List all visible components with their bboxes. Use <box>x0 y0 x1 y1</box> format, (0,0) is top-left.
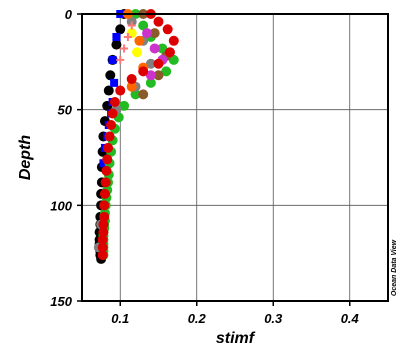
data-point-8-13 <box>103 142 114 153</box>
plot-frame <box>81 13 389 302</box>
data-point-8-22 <box>97 234 108 245</box>
data-point-6-0 <box>142 28 153 39</box>
data-point-8-11 <box>106 119 117 130</box>
data-point-8-10 <box>107 108 118 119</box>
data-point-8-17 <box>99 188 110 199</box>
data-point-0-2 <box>111 39 122 50</box>
data-point-8-1 <box>153 16 164 27</box>
x-tick-label-3: 0.4 <box>341 311 360 326</box>
data-point-0-1 <box>115 24 126 35</box>
data-point-9-3 <box>116 55 125 64</box>
y-axis-label: Depth <box>17 135 34 181</box>
data-point-8-6 <box>138 66 149 77</box>
data-point-8-3 <box>168 35 179 46</box>
data-point-6-1 <box>149 43 160 54</box>
x-axis-label: stimf <box>216 330 256 347</box>
data-point-1-9 <box>99 159 108 168</box>
data-point-2-7 <box>130 89 141 100</box>
data-point-7-1 <box>132 47 143 58</box>
data-point-8-19 <box>99 211 110 222</box>
data-point-2-1 <box>138 20 149 31</box>
data-point-8-24 <box>97 250 108 261</box>
series-6 <box>142 28 168 81</box>
data-point-5-3 <box>126 81 137 92</box>
odv-watermark: Ocean Data View <box>391 239 398 296</box>
x-tick-label-2: 0.3 <box>264 311 283 326</box>
data-point-8-20 <box>98 219 109 230</box>
data-point-8-12 <box>104 131 115 142</box>
data-point-9-2 <box>120 44 129 53</box>
data-point-2-6 <box>145 77 156 88</box>
data-point-8-14 <box>102 154 113 165</box>
x-tick-label-1: 0.2 <box>188 311 207 326</box>
data-point-8-9 <box>109 97 120 108</box>
data-point-8-2 <box>162 24 173 35</box>
series-8 <box>97 9 179 261</box>
data-point-9-1 <box>123 32 132 41</box>
data-point-2-5 <box>161 66 172 77</box>
data-point-3-1 <box>149 28 160 39</box>
data-point-7-0 <box>126 28 137 39</box>
data-point-2-4 <box>168 54 179 65</box>
data-point-4-2 <box>145 58 156 69</box>
data-point-9-0 <box>127 21 136 30</box>
data-point-0-4 <box>105 70 116 81</box>
data-point-8-7 <box>126 74 137 85</box>
data-point-1-1 <box>112 32 121 41</box>
tick-labels: 0.1 0.2 0.3 0.4 0 50 100 150 <box>50 7 359 326</box>
data-point-8-5 <box>153 58 164 69</box>
series-7 <box>126 28 143 58</box>
data-point-6-3 <box>145 70 156 81</box>
data-point-1-2 <box>108 55 117 64</box>
data-point-3-3 <box>153 70 164 81</box>
data-point-2-8 <box>119 100 130 111</box>
x-tick-label-0: 0.1 <box>111 311 129 326</box>
data-point-8-15 <box>101 165 112 176</box>
y-tick-label-0: 0 <box>65 7 73 22</box>
data-point-8-8 <box>115 85 126 96</box>
y-tick-label-1: 50 <box>58 103 73 118</box>
data-point-8-18 <box>99 200 110 211</box>
grid <box>82 14 388 301</box>
y-tick-label-3: 150 <box>50 294 72 309</box>
data-point-8-23 <box>97 242 108 253</box>
data-point-8-4 <box>164 47 175 58</box>
series-layer <box>93 9 179 264</box>
data-point-0-5 <box>103 85 114 96</box>
series-9 <box>116 21 136 64</box>
data-point-8-21 <box>98 227 109 238</box>
data-point-1-3 <box>110 78 119 87</box>
data-point-2-3 <box>157 43 168 54</box>
y-tick-label-2: 100 <box>50 198 72 213</box>
data-point-8-16 <box>100 177 111 188</box>
data-point-5-1 <box>134 35 145 46</box>
data-point-3-4 <box>138 89 149 100</box>
